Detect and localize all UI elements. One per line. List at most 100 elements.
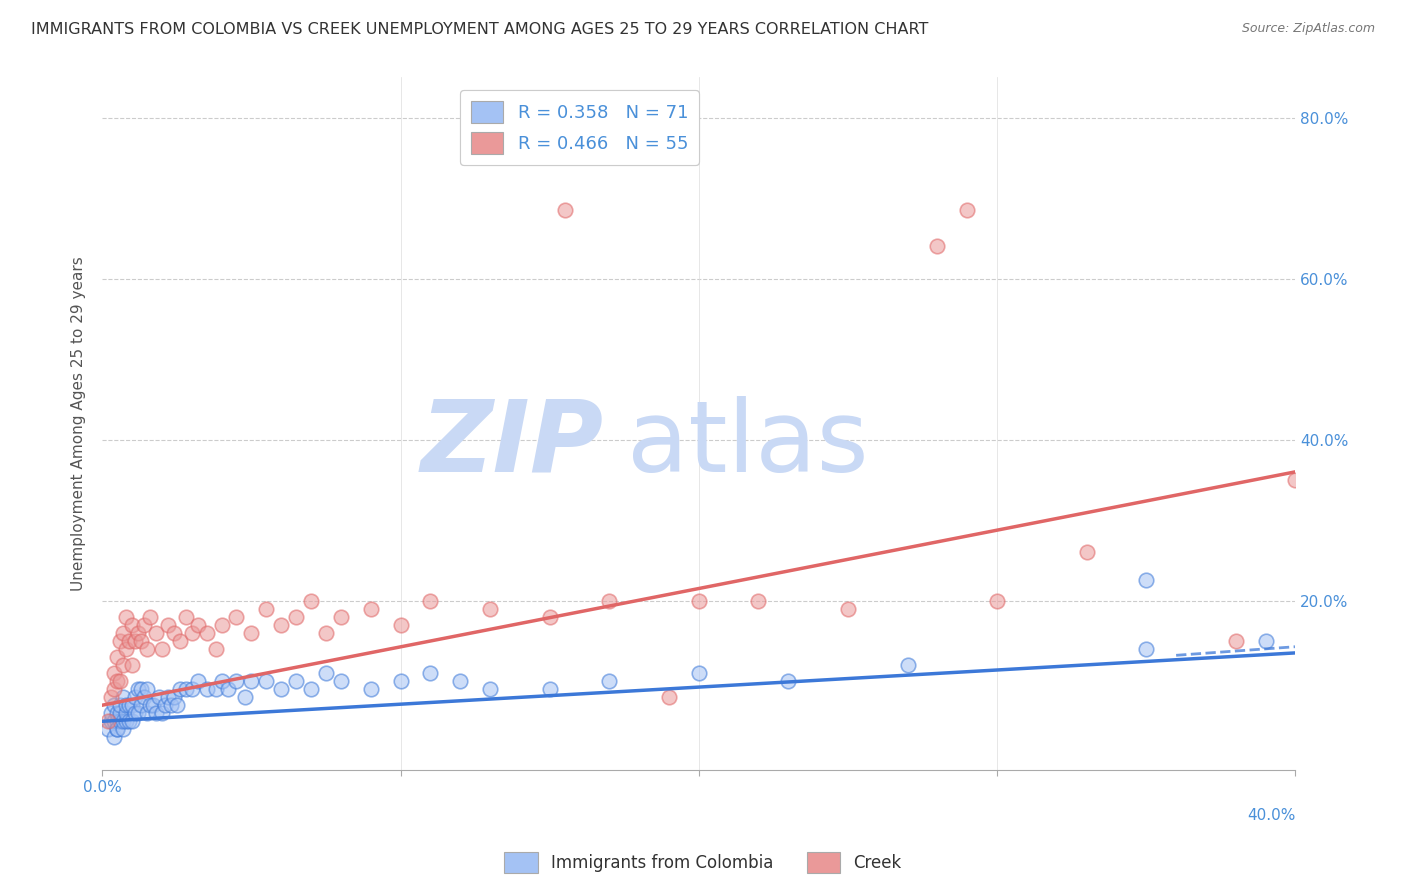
Point <box>136 706 159 721</box>
Point <box>1284 473 1306 487</box>
Point <box>142 698 165 713</box>
Point <box>100 706 122 721</box>
Point <box>112 714 135 729</box>
Point <box>103 682 125 697</box>
Point <box>139 609 162 624</box>
Point <box>688 665 710 680</box>
Point <box>103 698 125 713</box>
Point <box>285 609 308 624</box>
Point <box>180 625 202 640</box>
Point <box>204 682 226 697</box>
Point <box>419 665 441 680</box>
Point <box>479 601 502 615</box>
Point <box>1254 633 1277 648</box>
Point <box>658 690 681 705</box>
Point <box>419 593 441 607</box>
Point <box>150 706 173 721</box>
Point <box>688 593 710 607</box>
Point <box>100 714 122 729</box>
Point <box>315 665 337 680</box>
Point <box>121 714 143 729</box>
Point <box>554 203 576 218</box>
Point <box>103 665 125 680</box>
Point <box>956 203 979 218</box>
Point <box>115 609 138 624</box>
Point <box>204 641 226 656</box>
Point <box>159 698 181 713</box>
Point <box>195 682 218 697</box>
Point <box>360 682 382 697</box>
Point <box>778 674 800 689</box>
Point <box>169 682 191 697</box>
Point <box>121 657 143 672</box>
Point <box>217 682 239 697</box>
Point <box>105 674 128 689</box>
Point <box>150 641 173 656</box>
Point <box>145 706 167 721</box>
Legend: Immigrants from Colombia, Creek: Immigrants from Colombia, Creek <box>498 846 908 880</box>
Text: IMMIGRANTS FROM COLOMBIA VS CREEK UNEMPLOYMENT AMONG AGES 25 TO 29 YEARS CORRELA: IMMIGRANTS FROM COLOMBIA VS CREEK UNEMPL… <box>31 22 928 37</box>
Point <box>180 682 202 697</box>
Point <box>112 657 135 672</box>
Point <box>187 674 209 689</box>
Point <box>108 714 131 729</box>
Point <box>1135 574 1157 588</box>
Point <box>132 690 155 705</box>
Point <box>329 674 352 689</box>
Point <box>299 682 322 697</box>
Point <box>156 617 179 632</box>
Point <box>163 625 186 640</box>
Point <box>211 617 233 632</box>
Point <box>105 649 128 664</box>
Point <box>118 714 141 729</box>
Point <box>115 698 138 713</box>
Point <box>1135 641 1157 656</box>
Point <box>118 698 141 713</box>
Point <box>195 625 218 640</box>
Point <box>174 682 197 697</box>
Point <box>153 698 176 713</box>
Point <box>127 706 149 721</box>
Point <box>105 714 128 729</box>
Point <box>837 601 859 615</box>
Point <box>254 674 277 689</box>
Text: atlas: atlas <box>627 396 869 492</box>
Point <box>211 674 233 689</box>
Point <box>166 698 188 713</box>
Point <box>225 674 247 689</box>
Point <box>115 641 138 656</box>
Point <box>389 674 412 689</box>
Point <box>127 625 149 640</box>
Point <box>118 633 141 648</box>
Point <box>299 593 322 607</box>
Point <box>148 690 170 705</box>
Text: ZIP: ZIP <box>420 396 603 492</box>
Point <box>449 674 471 689</box>
Point <box>254 601 277 615</box>
Point <box>136 682 159 697</box>
Point <box>145 625 167 640</box>
Text: Source: ZipAtlas.com: Source: ZipAtlas.com <box>1241 22 1375 36</box>
Point <box>105 706 128 721</box>
Point <box>598 674 620 689</box>
Point <box>132 617 155 632</box>
Point <box>108 706 131 721</box>
Point <box>124 706 146 721</box>
Point <box>121 617 143 632</box>
Y-axis label: Unemployment Among Ages 25 to 29 years: Unemployment Among Ages 25 to 29 years <box>72 256 86 591</box>
Point <box>115 706 138 721</box>
Point <box>124 633 146 648</box>
Point <box>121 698 143 713</box>
Point <box>112 690 135 705</box>
Point <box>105 723 128 737</box>
Point <box>598 593 620 607</box>
Point <box>112 625 135 640</box>
Point <box>187 617 209 632</box>
Point <box>169 633 191 648</box>
Point <box>225 609 247 624</box>
Point <box>389 617 412 632</box>
Point <box>103 714 125 729</box>
Legend: R = 0.358   N = 71, R = 0.466   N = 55: R = 0.358 N = 71, R = 0.466 N = 55 <box>460 90 699 165</box>
Point <box>315 625 337 640</box>
Point <box>163 690 186 705</box>
